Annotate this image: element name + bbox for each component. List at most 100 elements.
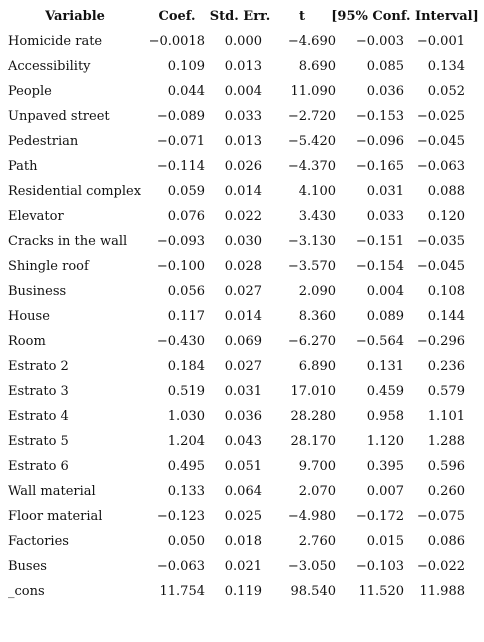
row-label: People (8, 84, 52, 99)
column-header: t (298, 9, 306, 24)
cell-value: 0.036 (224, 409, 262, 424)
row-label: Unpaved street (8, 109, 110, 124)
cell-value: 0.459 (366, 384, 404, 399)
cell-value: 0.958 (366, 409, 404, 424)
cell-value: 0.088 (427, 184, 465, 199)
cell-value: 3.430 (298, 209, 336, 224)
cell-value: −0.063 (416, 159, 465, 174)
cell-value: 0.013 (224, 59, 262, 74)
row-label: Estrato 4 (8, 409, 69, 424)
row-label: Cracks in the wall (8, 234, 128, 249)
cell-value: −0.022 (416, 559, 465, 574)
cell-value: −0.123 (156, 509, 205, 524)
cell-value: 0.030 (224, 234, 262, 249)
cell-value: 0.144 (427, 309, 465, 324)
cell-value: −0.172 (355, 509, 404, 524)
cell-value: −5.420 (287, 134, 336, 149)
cell-value: 0.579 (427, 384, 465, 399)
row-label: Accessibility (8, 59, 91, 74)
cell-value: 2.090 (298, 284, 336, 299)
cell-value: 0.043 (224, 434, 262, 449)
cell-value: −0.063 (156, 559, 205, 574)
cell-value: 0.069 (224, 334, 262, 349)
cell-value: 2.760 (298, 534, 336, 549)
cell-value: 0.033 (366, 209, 404, 224)
cell-value: −0.151 (355, 234, 404, 249)
cell-value: 0.022 (224, 209, 262, 224)
cell-value: 8.360 (298, 309, 336, 324)
cell-value: −3.130 (287, 234, 336, 249)
cell-value: 0.596 (427, 459, 465, 474)
cell-value: 11.520 (358, 584, 405, 599)
cell-value: 1.120 (366, 434, 404, 449)
cell-value: 11.754 (159, 584, 206, 599)
cell-value: 0.519 (167, 384, 205, 399)
column-header: Std. Err. (209, 9, 271, 24)
row-label: Business (8, 284, 67, 299)
cell-value: −4.370 (287, 159, 336, 174)
cell-value: −0.093 (156, 234, 205, 249)
row-label: Estrato 2 (8, 359, 69, 374)
cell-value: −0.096 (355, 134, 404, 149)
cell-value: 0.059 (167, 184, 205, 199)
cell-value: −0.045 (416, 134, 465, 149)
row-label: Residential complex (8, 184, 142, 199)
cell-value: 17.010 (290, 384, 337, 399)
cell-value: −3.570 (287, 259, 336, 274)
cell-value: 0.184 (167, 359, 205, 374)
cell-value: 0.134 (427, 59, 465, 74)
cell-value: −0.045 (416, 259, 465, 274)
row-label: Room (8, 334, 46, 349)
cell-value: 0.018 (224, 534, 262, 549)
row-label: Homicide rate (8, 34, 103, 49)
cell-value: −0.114 (156, 159, 205, 174)
cell-value: 0.086 (427, 534, 465, 549)
cell-value: 0.004 (224, 84, 262, 99)
cell-value: 0.050 (167, 534, 205, 549)
cell-value: −4.980 (287, 509, 336, 524)
cell-value: 0.031 (366, 184, 404, 199)
cell-value: 98.540 (290, 584, 337, 599)
cell-value: 0.108 (427, 284, 465, 299)
cell-value: 0.133 (167, 484, 205, 499)
cell-value: 0.395 (366, 459, 404, 474)
cell-value: 6.890 (298, 359, 336, 374)
cell-value: 2.070 (298, 484, 336, 499)
row-label: Estrato 5 (8, 434, 69, 449)
cell-value: −0.071 (156, 134, 205, 149)
row-label: Estrato 6 (8, 459, 69, 474)
cell-value: −6.270 (287, 334, 336, 349)
cell-value: 0.085 (366, 59, 404, 74)
cell-value: −0.153 (355, 109, 404, 124)
cell-value: 0.052 (427, 84, 465, 99)
cell-value: −0.035 (416, 234, 465, 249)
cell-value: −0.296 (416, 334, 465, 349)
cell-value: −0.103 (355, 559, 404, 574)
column-header: Coef. (158, 9, 196, 24)
cell-value: 0.004 (366, 284, 404, 299)
row-label: Wall material (8, 484, 96, 499)
cell-value: −4.690 (287, 34, 336, 49)
row-label: House (8, 309, 50, 324)
cell-value: 0.007 (366, 484, 404, 499)
cell-value: 0.056 (167, 284, 205, 299)
cell-value: 0.089 (366, 309, 404, 324)
cell-value: 0.021 (224, 559, 262, 574)
cell-value: 0.117 (167, 309, 205, 324)
cell-value: 0.014 (224, 309, 262, 324)
row-label: Factories (8, 534, 69, 549)
cell-value: −0.564 (355, 334, 404, 349)
cell-value: 28.170 (290, 434, 337, 449)
cell-value: 8.690 (298, 59, 336, 74)
cell-value: 0.031 (224, 384, 262, 399)
cell-value: 0.033 (224, 109, 262, 124)
cell-value: 0.131 (366, 359, 404, 374)
cell-value: 11.090 (290, 84, 337, 99)
cell-value: 4.100 (298, 184, 336, 199)
row-label: Floor material (8, 509, 103, 524)
cell-value: 0.076 (167, 209, 205, 224)
cell-value: 1.204 (167, 434, 205, 449)
cell-value: 0.120 (427, 209, 465, 224)
row-label: Shingle roof (8, 259, 89, 274)
column-header: [95% Conf. Interval] (331, 9, 479, 24)
